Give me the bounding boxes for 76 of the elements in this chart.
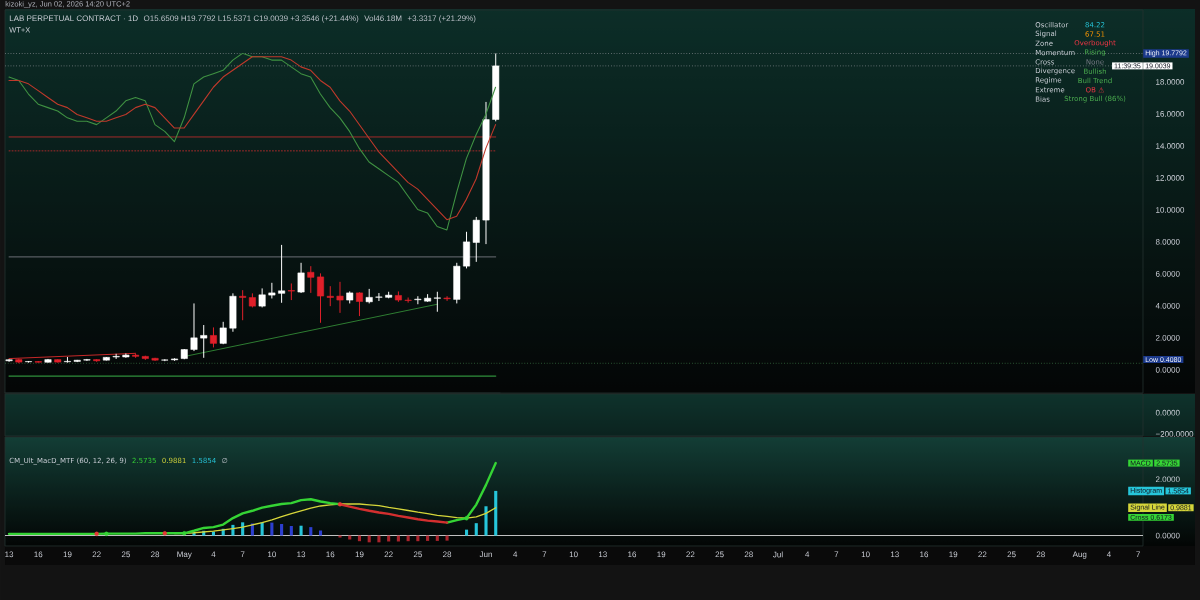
y-tick-label: 0.0000: [1155, 532, 1180, 539]
x-tick-label: 22: [384, 551, 393, 558]
x-tick-label: 4: [211, 551, 216, 558]
candlestick: [326, 285, 334, 307]
x-tick-label: Jul: [773, 551, 783, 558]
x-tick-label: 13: [598, 551, 607, 558]
x-tick-label: May: [177, 551, 192, 559]
x-tick-label: 13: [297, 551, 306, 558]
y-tick-label: 2.0000: [1155, 476, 1180, 483]
x-tick-label: 13: [5, 551, 14, 558]
candlestick: [278, 244, 286, 304]
candlestick: [472, 216, 480, 263]
x-tick-label: 25: [121, 551, 130, 558]
candlestick: [200, 324, 208, 359]
candlestick: [336, 281, 344, 314]
candlestick: [414, 295, 422, 305]
candlestick: [443, 295, 451, 302]
x-tick-label: 10: [569, 551, 578, 558]
candlestick: [112, 353, 120, 360]
y-tick-label: 6.0000: [1155, 271, 1180, 277]
x-tick-label: 25: [413, 551, 422, 558]
candlestick: [297, 262, 305, 294]
x-tick-label: 4: [805, 551, 810, 558]
candlestick: [404, 297, 412, 304]
x-tick-label: 22: [686, 551, 695, 558]
y-tick-label: 0.0000: [1155, 409, 1180, 416]
x-tick-label: 28: [1036, 551, 1045, 558]
y-tick-label: −200.0000: [1155, 431, 1194, 437]
x-tick-label: 25: [1007, 551, 1016, 558]
y-tick-label: 10.0000: [1156, 207, 1185, 213]
candlestick: [190, 302, 198, 352]
candlestick: [307, 265, 315, 294]
x-tick-label: 28: [151, 551, 160, 558]
candlestick: [210, 326, 217, 348]
x-tick-label: 28: [744, 551, 753, 558]
x-tick-label: 7: [542, 551, 547, 558]
candlestick: [317, 272, 324, 324]
x-tick-label: 7: [834, 551, 839, 558]
annotation: Vol46.18M: [364, 15, 402, 22]
x-tick-label: Aug: [1072, 551, 1087, 559]
x-tick-label: 19: [949, 551, 958, 558]
text: O15.6509 H19.7792 L15.5371 C19.0039 +3.3546 (+21.44%): [143, 15, 359, 23]
y-tick-label: 12.0000: [1156, 175, 1185, 181]
x-tick-label: 10: [861, 551, 870, 558]
annotation: +3.3317 (+21.29%): [407, 15, 476, 23]
y-tick-label: 2.0000: [1155, 334, 1180, 341]
x-tick-label: 16: [326, 551, 335, 558]
x-tick-label: 16: [34, 551, 43, 558]
x-tick-label: 16: [628, 551, 637, 558]
x-tick-label: 19: [355, 551, 364, 558]
y-tick-label: 4.0000: [1155, 302, 1180, 309]
candlestick: [239, 289, 247, 321]
x-tick-label: 4: [1106, 551, 1111, 558]
x-tick-label: 16: [920, 551, 929, 558]
y-tick-label: 18.0000: [1156, 79, 1185, 85]
y-tick-label: 0.0000: [1155, 366, 1180, 373]
x-tick-label: 7: [240, 551, 245, 558]
x-tick-label: 7: [1136, 551, 1140, 558]
y-tick-label: 14.0000: [1156, 143, 1185, 149]
y-tick-label: 16.0000: [1156, 111, 1185, 117]
candlestick: [268, 282, 276, 299]
x-tick-label: 19: [657, 551, 666, 558]
candlestick: [356, 291, 363, 317]
x-tick-label: Jun: [479, 551, 492, 558]
x-tick-label: 13: [890, 551, 899, 558]
text: LAB PERPETUAL CONTRACT · 1D: [9, 15, 138, 22]
x-tick-label: 22: [92, 551, 101, 558]
x-tick-label: 25: [715, 551, 724, 558]
candlestick: [433, 291, 441, 313]
x-tick-label: 22: [978, 551, 987, 558]
y-tick-label: 8.0000: [1155, 239, 1180, 245]
x-tick-label: 10: [268, 551, 276, 558]
candlestick: [375, 292, 383, 302]
x-tick-label: 28: [443, 551, 452, 558]
x-tick-label: 4: [513, 551, 518, 558]
x-tick-label: 19: [63, 551, 72, 558]
